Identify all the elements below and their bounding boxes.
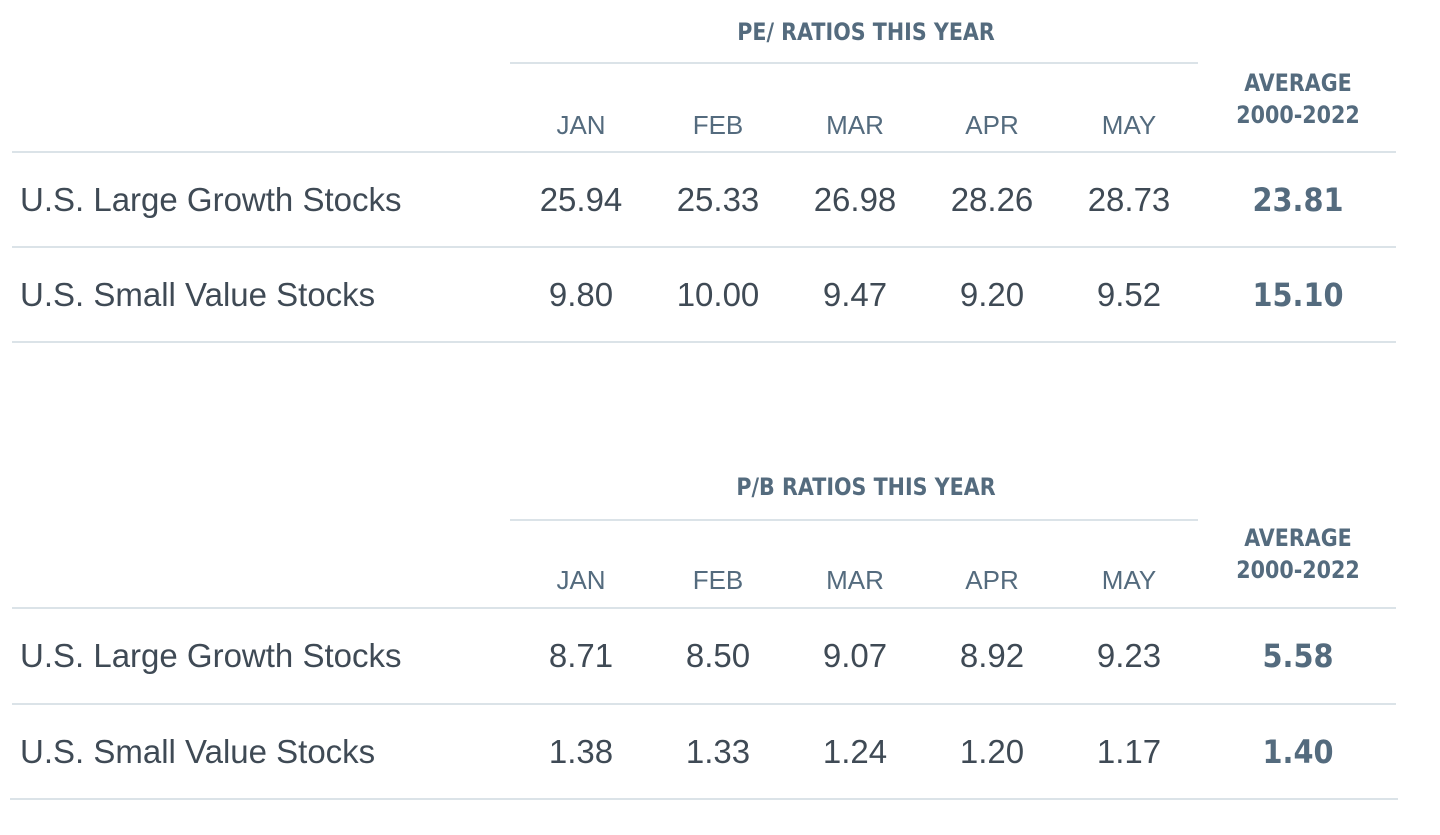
value-cell: 9.07 bbox=[822, 637, 888, 674]
row-label: U.S. Small Value Stocks bbox=[20, 276, 376, 313]
value-cell: 25.33 bbox=[676, 181, 760, 218]
average-cell: 1.40 bbox=[1262, 733, 1334, 771]
value-cell: 1.17 bbox=[1096, 733, 1162, 770]
month-header-feb: FEB bbox=[692, 110, 744, 140]
pb-group-title: P/B RATIOS THIS YEAR bbox=[736, 473, 996, 501]
average-cell: 15.10 bbox=[1252, 276, 1344, 314]
month-header-apr: APR bbox=[965, 110, 1019, 140]
month-header-apr: APR bbox=[965, 565, 1019, 595]
row-rule bbox=[12, 341, 1396, 343]
average-header-line1: AVERAGE bbox=[1244, 69, 1352, 97]
month-header-may: MAY bbox=[1101, 110, 1157, 140]
pe-ratios-table: PE/ RATIOS THIS YEAR JAN FEB MAR APR MAY… bbox=[12, 0, 1396, 380]
value-cell: 1.24 bbox=[822, 733, 888, 770]
month-header-mar: MAR bbox=[826, 110, 884, 140]
value-cell: 8.50 bbox=[685, 637, 751, 674]
group-underline bbox=[510, 519, 1198, 521]
row-label: U.S. Small Value Stocks bbox=[20, 733, 376, 770]
value-cell: 1.38 bbox=[548, 733, 614, 770]
row-label: U.S. Large Growth Stocks bbox=[20, 637, 402, 674]
month-header-jan: JAN bbox=[556, 565, 606, 595]
table-row: U.S. Large Growth Stocks 25.94 25.33 26.… bbox=[12, 153, 1396, 247]
pb-ratios-table: P/B RATIOS THIS YEAR JAN FEB MAR APR MAY… bbox=[10, 455, 1398, 835]
value-cell: 28.73 bbox=[1087, 181, 1171, 218]
average-header-line2: 2000-2022 bbox=[1236, 556, 1360, 585]
row-rule bbox=[12, 246, 1396, 248]
value-cell: 9.80 bbox=[548, 276, 614, 313]
row-rule bbox=[12, 703, 1396, 705]
value-cell: 1.20 bbox=[959, 733, 1025, 770]
value-cell: 9.23 bbox=[1096, 637, 1162, 674]
table-row: U.S. Small Value Stocks 9.80 10.00 9.47 … bbox=[12, 248, 1396, 342]
value-cell: 1.33 bbox=[685, 733, 751, 770]
row-rule bbox=[10, 798, 1398, 800]
average-cell: 23.81 bbox=[1252, 181, 1344, 219]
average-cell: 5.58 bbox=[1262, 637, 1334, 675]
month-header-jan: JAN bbox=[556, 110, 606, 140]
group-underline bbox=[510, 62, 1198, 64]
value-cell: 9.52 bbox=[1096, 276, 1162, 313]
month-header-may: MAY bbox=[1101, 565, 1157, 595]
value-cell: 28.26 bbox=[950, 181, 1034, 218]
table-row: U.S. Large Growth Stocks 8.71 8.50 9.07 … bbox=[12, 609, 1396, 703]
month-header-mar: MAR bbox=[826, 565, 884, 595]
header-rule bbox=[12, 151, 1396, 153]
value-cell: 9.47 bbox=[822, 276, 888, 313]
value-cell: 8.92 bbox=[959, 637, 1025, 674]
average-header-line1: AVERAGE bbox=[1244, 524, 1352, 552]
header-row: JAN FEB MAR APR MAY AVERAGE 2000-2022 bbox=[12, 69, 1396, 152]
month-header-feb: FEB bbox=[692, 565, 744, 595]
header-rule bbox=[12, 607, 1396, 609]
table-row: U.S. Small Value Stocks 1.38 1.33 1.24 1… bbox=[12, 705, 1396, 799]
header-row: JAN FEB MAR APR MAY AVERAGE 2000-2022 bbox=[12, 524, 1396, 607]
average-header: AVERAGE 2000-2022 bbox=[1224, 522, 1372, 587]
value-cell: 9.20 bbox=[959, 276, 1025, 313]
pe-group-title: PE/ RATIOS THIS YEAR bbox=[737, 18, 995, 46]
value-cell: 10.00 bbox=[676, 276, 760, 313]
average-header: AVERAGE 2000-2022 bbox=[1224, 67, 1372, 132]
value-cell: 8.71 bbox=[548, 637, 614, 674]
value-cell: 25.94 bbox=[539, 181, 623, 218]
average-header-line2: 2000-2022 bbox=[1236, 101, 1360, 130]
value-cell: 26.98 bbox=[813, 181, 897, 218]
row-label: U.S. Large Growth Stocks bbox=[20, 181, 402, 218]
